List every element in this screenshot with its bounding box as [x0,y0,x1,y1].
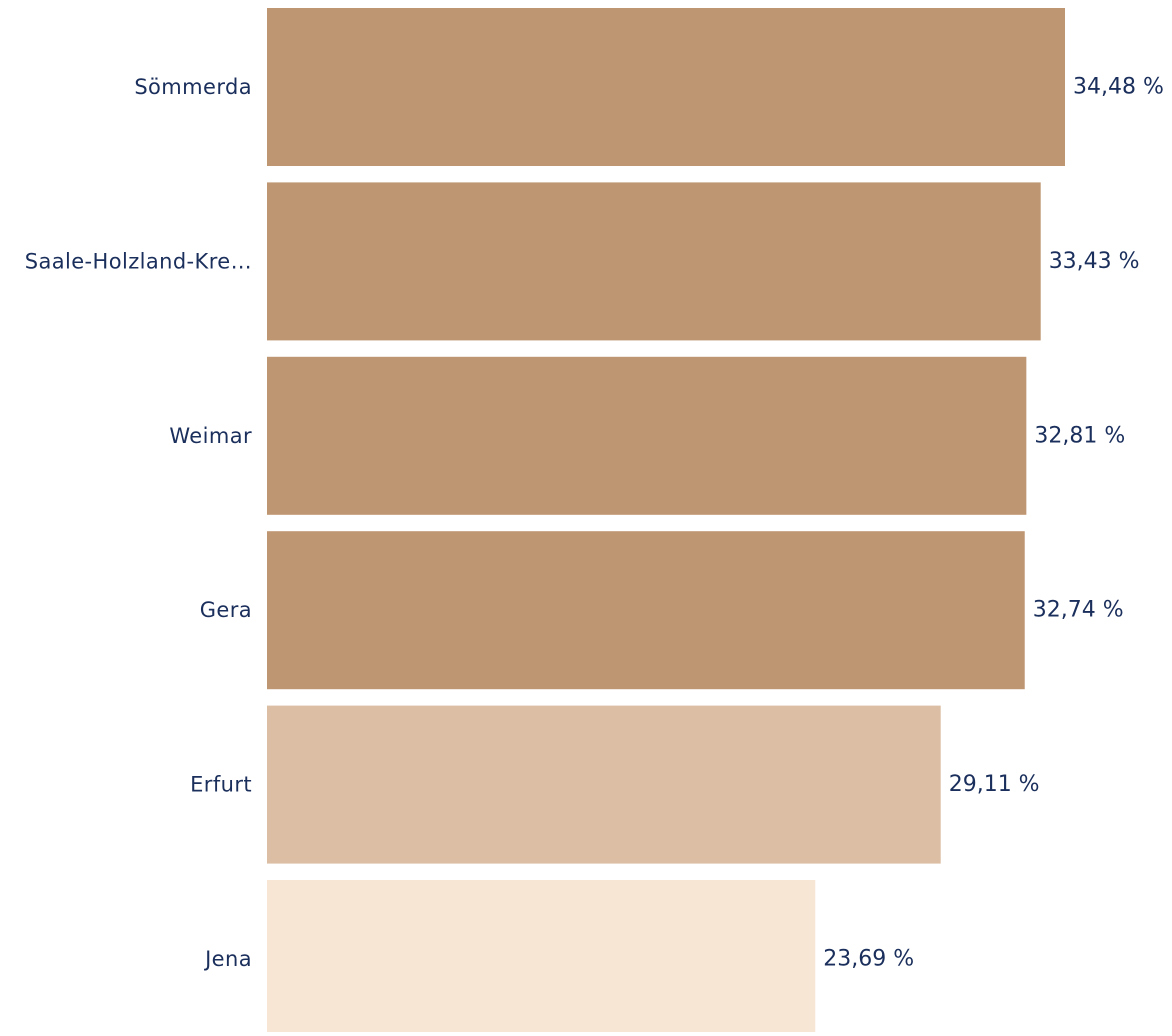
value-label: 29,11 % [949,772,1040,797]
bar-row: Erfurt 29,11 % [190,705,1040,864]
category-label: Weimar [169,424,252,448]
bar-row: Weimar 32,81 % [169,356,1125,515]
category-label: Gera [200,598,252,622]
bar-row: Gera 32,74 % [200,531,1124,690]
category-label: Jena [203,947,252,971]
bar[interactable] [267,880,816,1036]
bar[interactable] [267,705,941,864]
value-label: 34,48 % [1073,75,1164,100]
bar-row: Sömmerda 34,48 % [134,8,1164,166]
category-label: Sömmerda [134,75,252,99]
bar[interactable] [267,182,1041,341]
value-label: 33,43 % [1049,249,1140,274]
bar[interactable] [267,356,1027,515]
bar-row: Saale-Holzland-Kre… 33,43 % [25,182,1140,341]
bar[interactable] [267,8,1065,166]
value-label: 32,81 % [1034,423,1125,448]
category-label: Erfurt [190,773,252,797]
value-label: 23,69 % [823,947,914,972]
bar[interactable] [267,531,1025,690]
bar-row: Jena 23,69 % [203,880,914,1036]
value-label: 32,74 % [1033,598,1124,623]
category-label: Saale-Holzland-Kre… [25,249,252,273]
